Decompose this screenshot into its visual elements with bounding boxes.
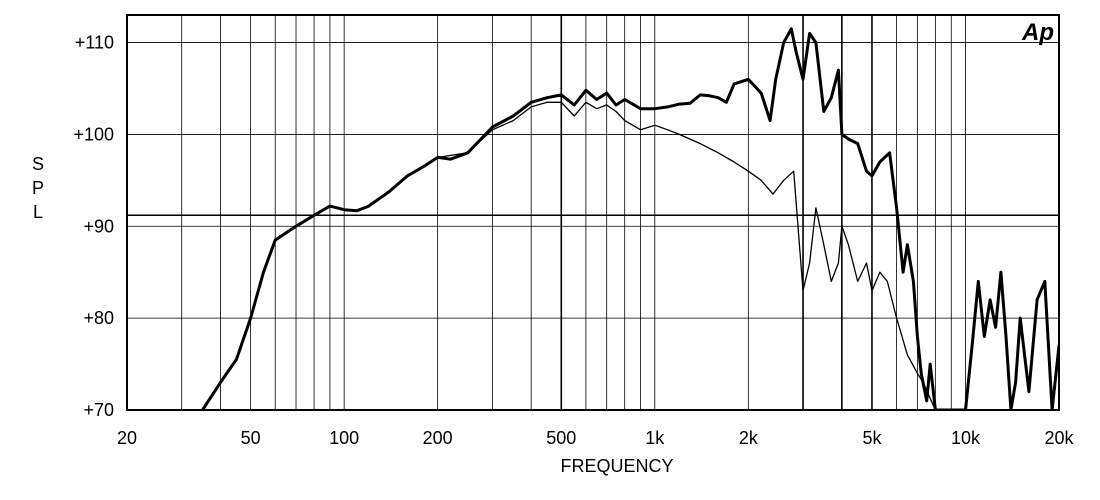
series-line-bold (201, 27, 1059, 410)
x-tick-label: 200 (423, 428, 453, 448)
series-lines (201, 27, 1059, 410)
x-tick-label: 2k (739, 428, 759, 448)
x-tick-label: 20k (1044, 428, 1074, 448)
plot-frame (126, 14, 1060, 411)
y-tick-label: +90 (83, 216, 114, 236)
y-axis-title-letter: L (33, 202, 43, 222)
y-tick-label: +80 (83, 308, 114, 328)
ap-logo: Ap (1021, 19, 1054, 46)
y-tick-label: +110 (75, 33, 114, 53)
y-tick-labels: +70 +80 +90 +100 +110 (73, 33, 114, 420)
y-axis-title-letter: S (32, 154, 44, 174)
y-axis-title: SPL (32, 154, 44, 222)
y-axis-title-letter: P (32, 178, 44, 198)
x-tick-label: 100 (329, 428, 359, 448)
y-tick-label: +100 (73, 124, 114, 144)
x-tick-label: 20 (117, 428, 137, 448)
y-tick-label: +70 (83, 400, 114, 420)
x-tick-labels: 20 50 100 200 500 1k 2k 5k 10k 20k (117, 428, 1075, 448)
x-tick-label: 1k (645, 428, 665, 448)
x-tick-label: 500 (546, 428, 576, 448)
x-tick-label: 5k (862, 428, 882, 448)
x-tick-label: 10k (951, 428, 981, 448)
series-line-thin (437, 101, 937, 410)
x-axis-title: FREQUENCY (560, 456, 673, 476)
x-tick-label: 50 (241, 428, 261, 448)
